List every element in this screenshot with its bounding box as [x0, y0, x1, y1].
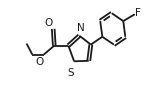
- Text: N: N: [77, 23, 84, 33]
- Text: O: O: [44, 18, 53, 28]
- Text: F: F: [135, 8, 141, 18]
- Text: O: O: [36, 57, 44, 67]
- Text: S: S: [67, 68, 74, 78]
